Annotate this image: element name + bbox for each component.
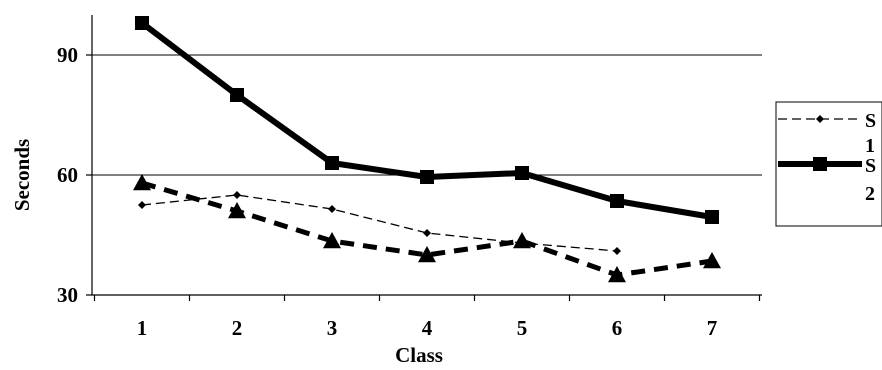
x-tick-label-3: 3 [327,316,338,340]
x-tick-label-7: 7 [707,316,718,340]
axes: 30 60 90 1 2 3 4 5 6 7 [57,15,762,340]
series-2-point-4 [420,170,434,184]
series-3-point-2 [228,202,246,219]
series-3-point-7 [703,252,721,269]
series-markers [133,16,721,283]
x-tick-label-6: 6 [612,316,623,340]
series-1-point-6 [613,247,621,255]
x-tick-label-2: 2 [232,316,243,340]
series-2-line [140,20,713,220]
series-3-point-1 [133,174,151,191]
series-1-point-3 [328,205,336,213]
x-tick-label-5: 5 [517,316,528,340]
series-1-point-1 [138,201,146,209]
series-2-point-2 [230,88,244,102]
x-axis-title: Class [395,343,443,367]
series-2-point-6 [610,194,624,208]
y-tick-label-30: 30 [57,283,78,307]
gridlines [92,54,762,176]
series-3-point-6 [608,266,626,283]
series-3-point-3 [323,232,341,249]
y-tick-label-90: 90 [57,43,78,67]
legend-label-series-1-line2: 1 [865,135,875,157]
legend-marker-series-2 [813,157,827,171]
x-tick-label-4: 4 [422,316,433,340]
series-2-point-5 [515,166,529,180]
y-axis-title: Seconds [10,139,34,211]
series-1-point-4 [423,229,431,237]
legend-label-series-2-line2: 2 [865,183,875,205]
series-2-point-7 [705,210,719,224]
x-tick-label-1: 1 [137,316,148,340]
series-1-line [141,194,618,252]
legend-label-series-2-line1: S [865,155,876,177]
series-2-point-3 [325,156,339,170]
series-3-point-4 [418,246,436,263]
legend-label-series-1-line1: S [865,110,876,132]
series-1-point-2 [233,191,241,199]
y-tick-label-60: 60 [57,163,78,187]
series-lines [140,20,713,278]
legend-marker-series-1 [816,115,824,123]
series-2-point-1 [135,16,149,30]
series-3-point-5 [513,232,531,249]
